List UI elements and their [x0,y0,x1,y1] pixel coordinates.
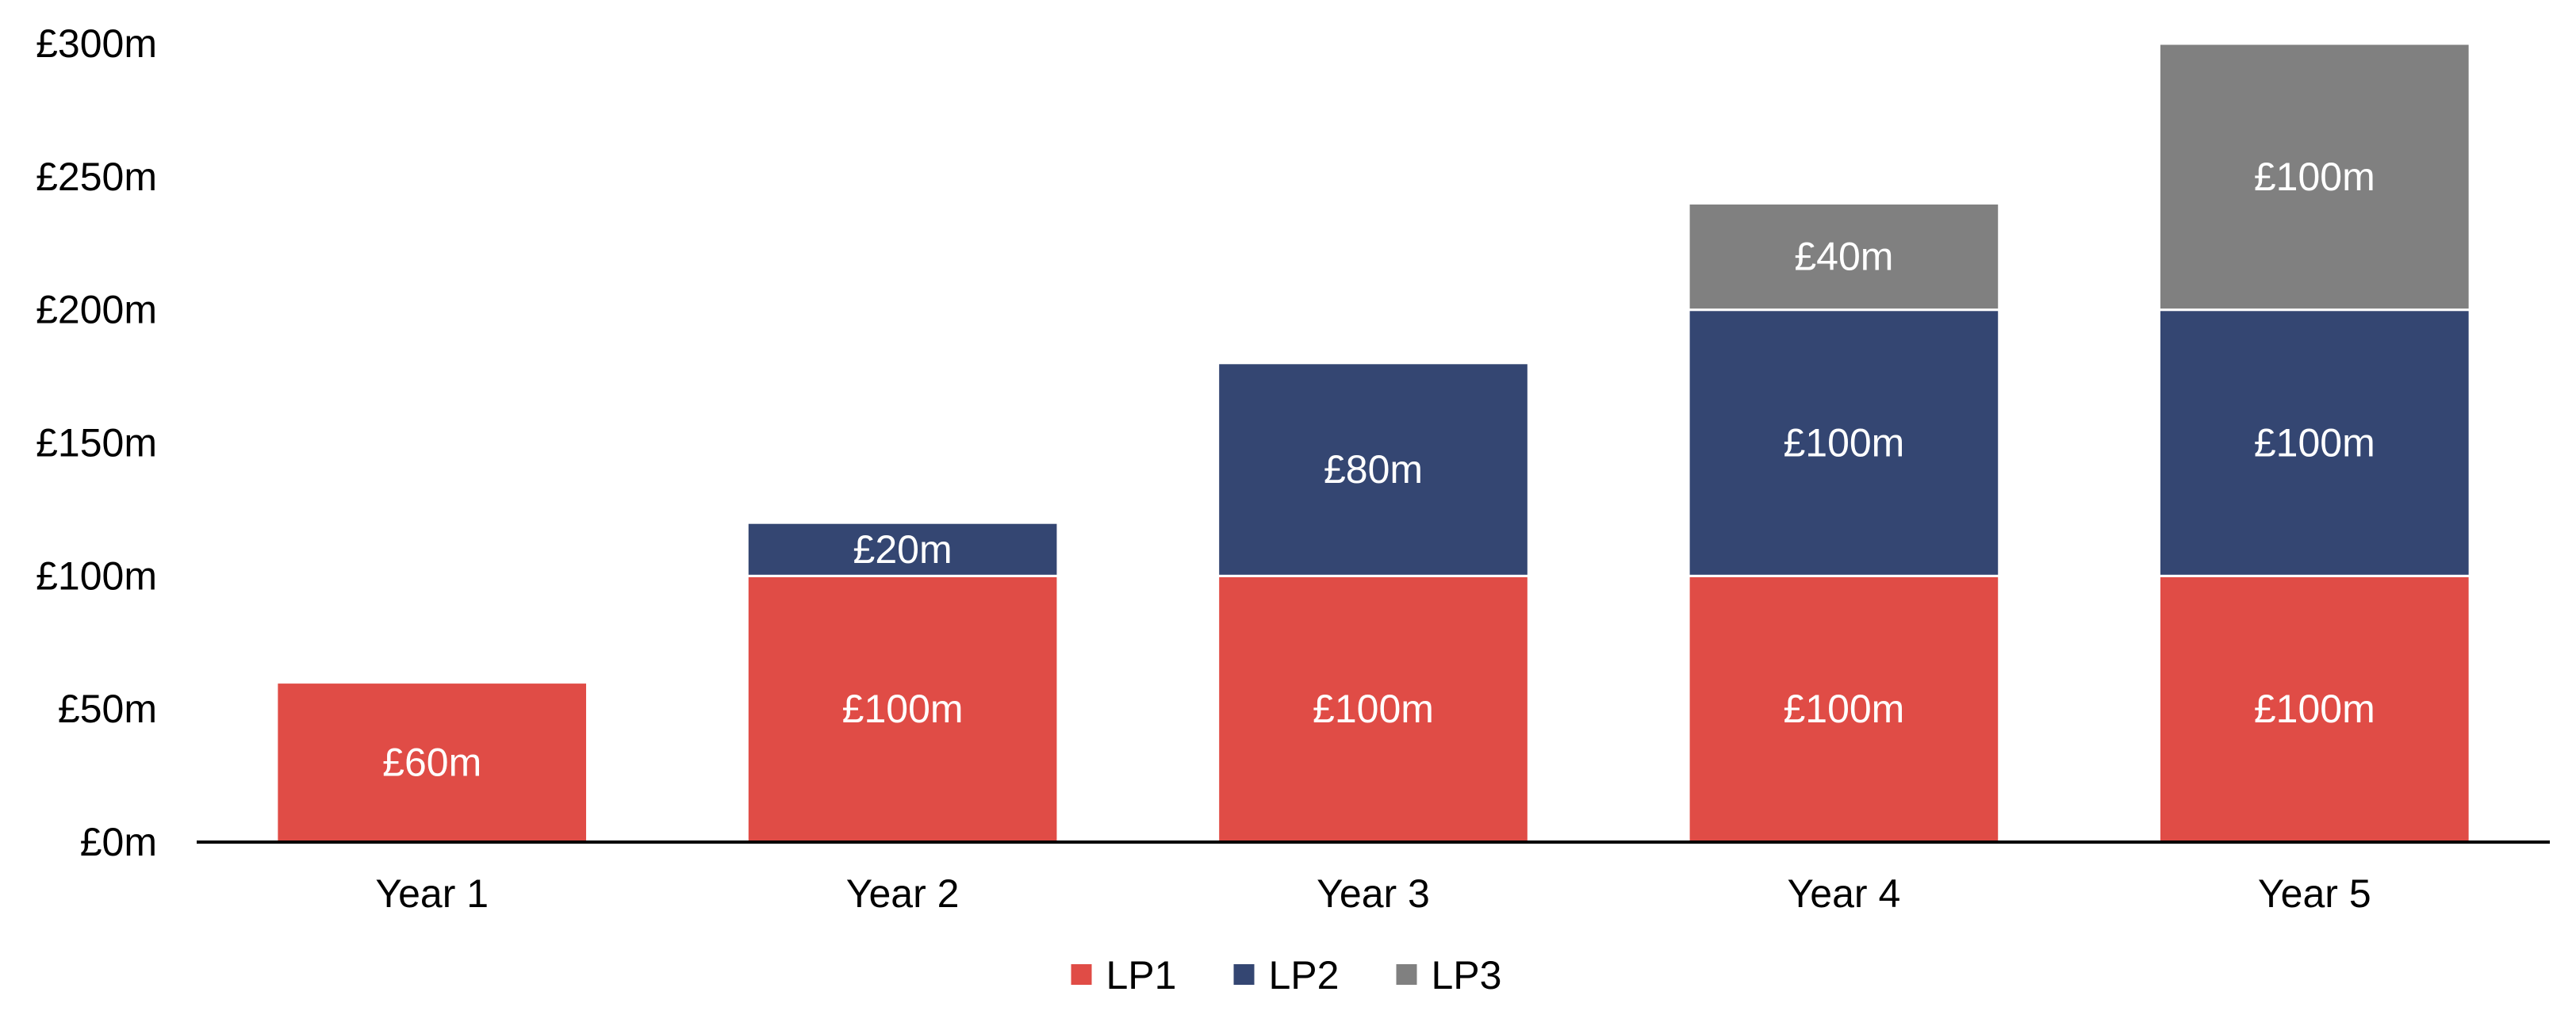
bar-segment-lp1 [1217,574,1530,844]
legend-label: LP2 [1269,953,1340,997]
x-tick-label: Year 5 [2258,871,2371,916]
data-label: £100m [1313,687,1434,731]
bar-segment-lp2 [1687,308,2001,577]
y-tick-label: £150m [36,421,157,465]
data-label: £20m [853,527,953,572]
y-tick-label: £0m [80,820,157,864]
legend-swatch [1233,964,1255,985]
y-tick-label: £300m [36,21,157,66]
y-tick-label: £250m [36,155,157,199]
legend-item-lp1: LP1 [1071,953,1177,997]
data-label: £60m [382,740,481,784]
bar-segment-lp2 [2157,308,2471,577]
bars [275,42,2471,844]
x-axis: Year 1 Year 2 Year 3 Year 4 Year 5 [197,840,2550,916]
bar-segment-lp1 [1687,574,2001,844]
data-label: £100m [2254,421,2375,465]
legend-label: LP1 [1106,953,1177,997]
data-label: £100m [1783,687,1904,731]
x-tick-label: Year 3 [1317,871,1430,916]
data-label: £80m [1324,447,1423,492]
data-label: £100m [2254,155,2375,199]
data-label: £100m [2254,687,2375,731]
y-tick-label: £100m [36,553,157,598]
bar-segment-lp1 [746,574,1060,844]
legend-swatch [1396,964,1417,985]
y-tick-label: £200m [36,288,157,332]
y-axis: £0m £50m £100m £150m £200m £250m £300m [36,21,157,864]
bar-segment-lp3 [2157,42,2471,312]
legend-swatch [1071,964,1092,985]
bar-segment-lp2 [746,521,1060,577]
legend-label: LP3 [1432,953,1502,997]
bar-segment-lp2 [1217,362,1530,577]
x-tick-label: Year 2 [846,871,960,916]
data-label: £100m [1783,421,1904,465]
data-label: £40m [1794,235,1893,279]
bar-segment-lp1 [275,681,589,844]
bar-segment-lp3 [1687,201,2001,312]
legend: LP1 LP2 LP3 [1071,953,1502,997]
legend-item-lp2: LP2 [1233,953,1340,997]
x-tick-label: Year 4 [1788,871,1901,916]
legend-item-lp3: LP3 [1396,953,1502,997]
data-labels: £60m £100m £20m £100m £80m £100m £100m £40m £100… [382,155,2375,784]
data-label: £100m [842,687,964,731]
x-tick-label: Year 1 [375,871,489,916]
y-tick-label: £50m [58,687,157,731]
